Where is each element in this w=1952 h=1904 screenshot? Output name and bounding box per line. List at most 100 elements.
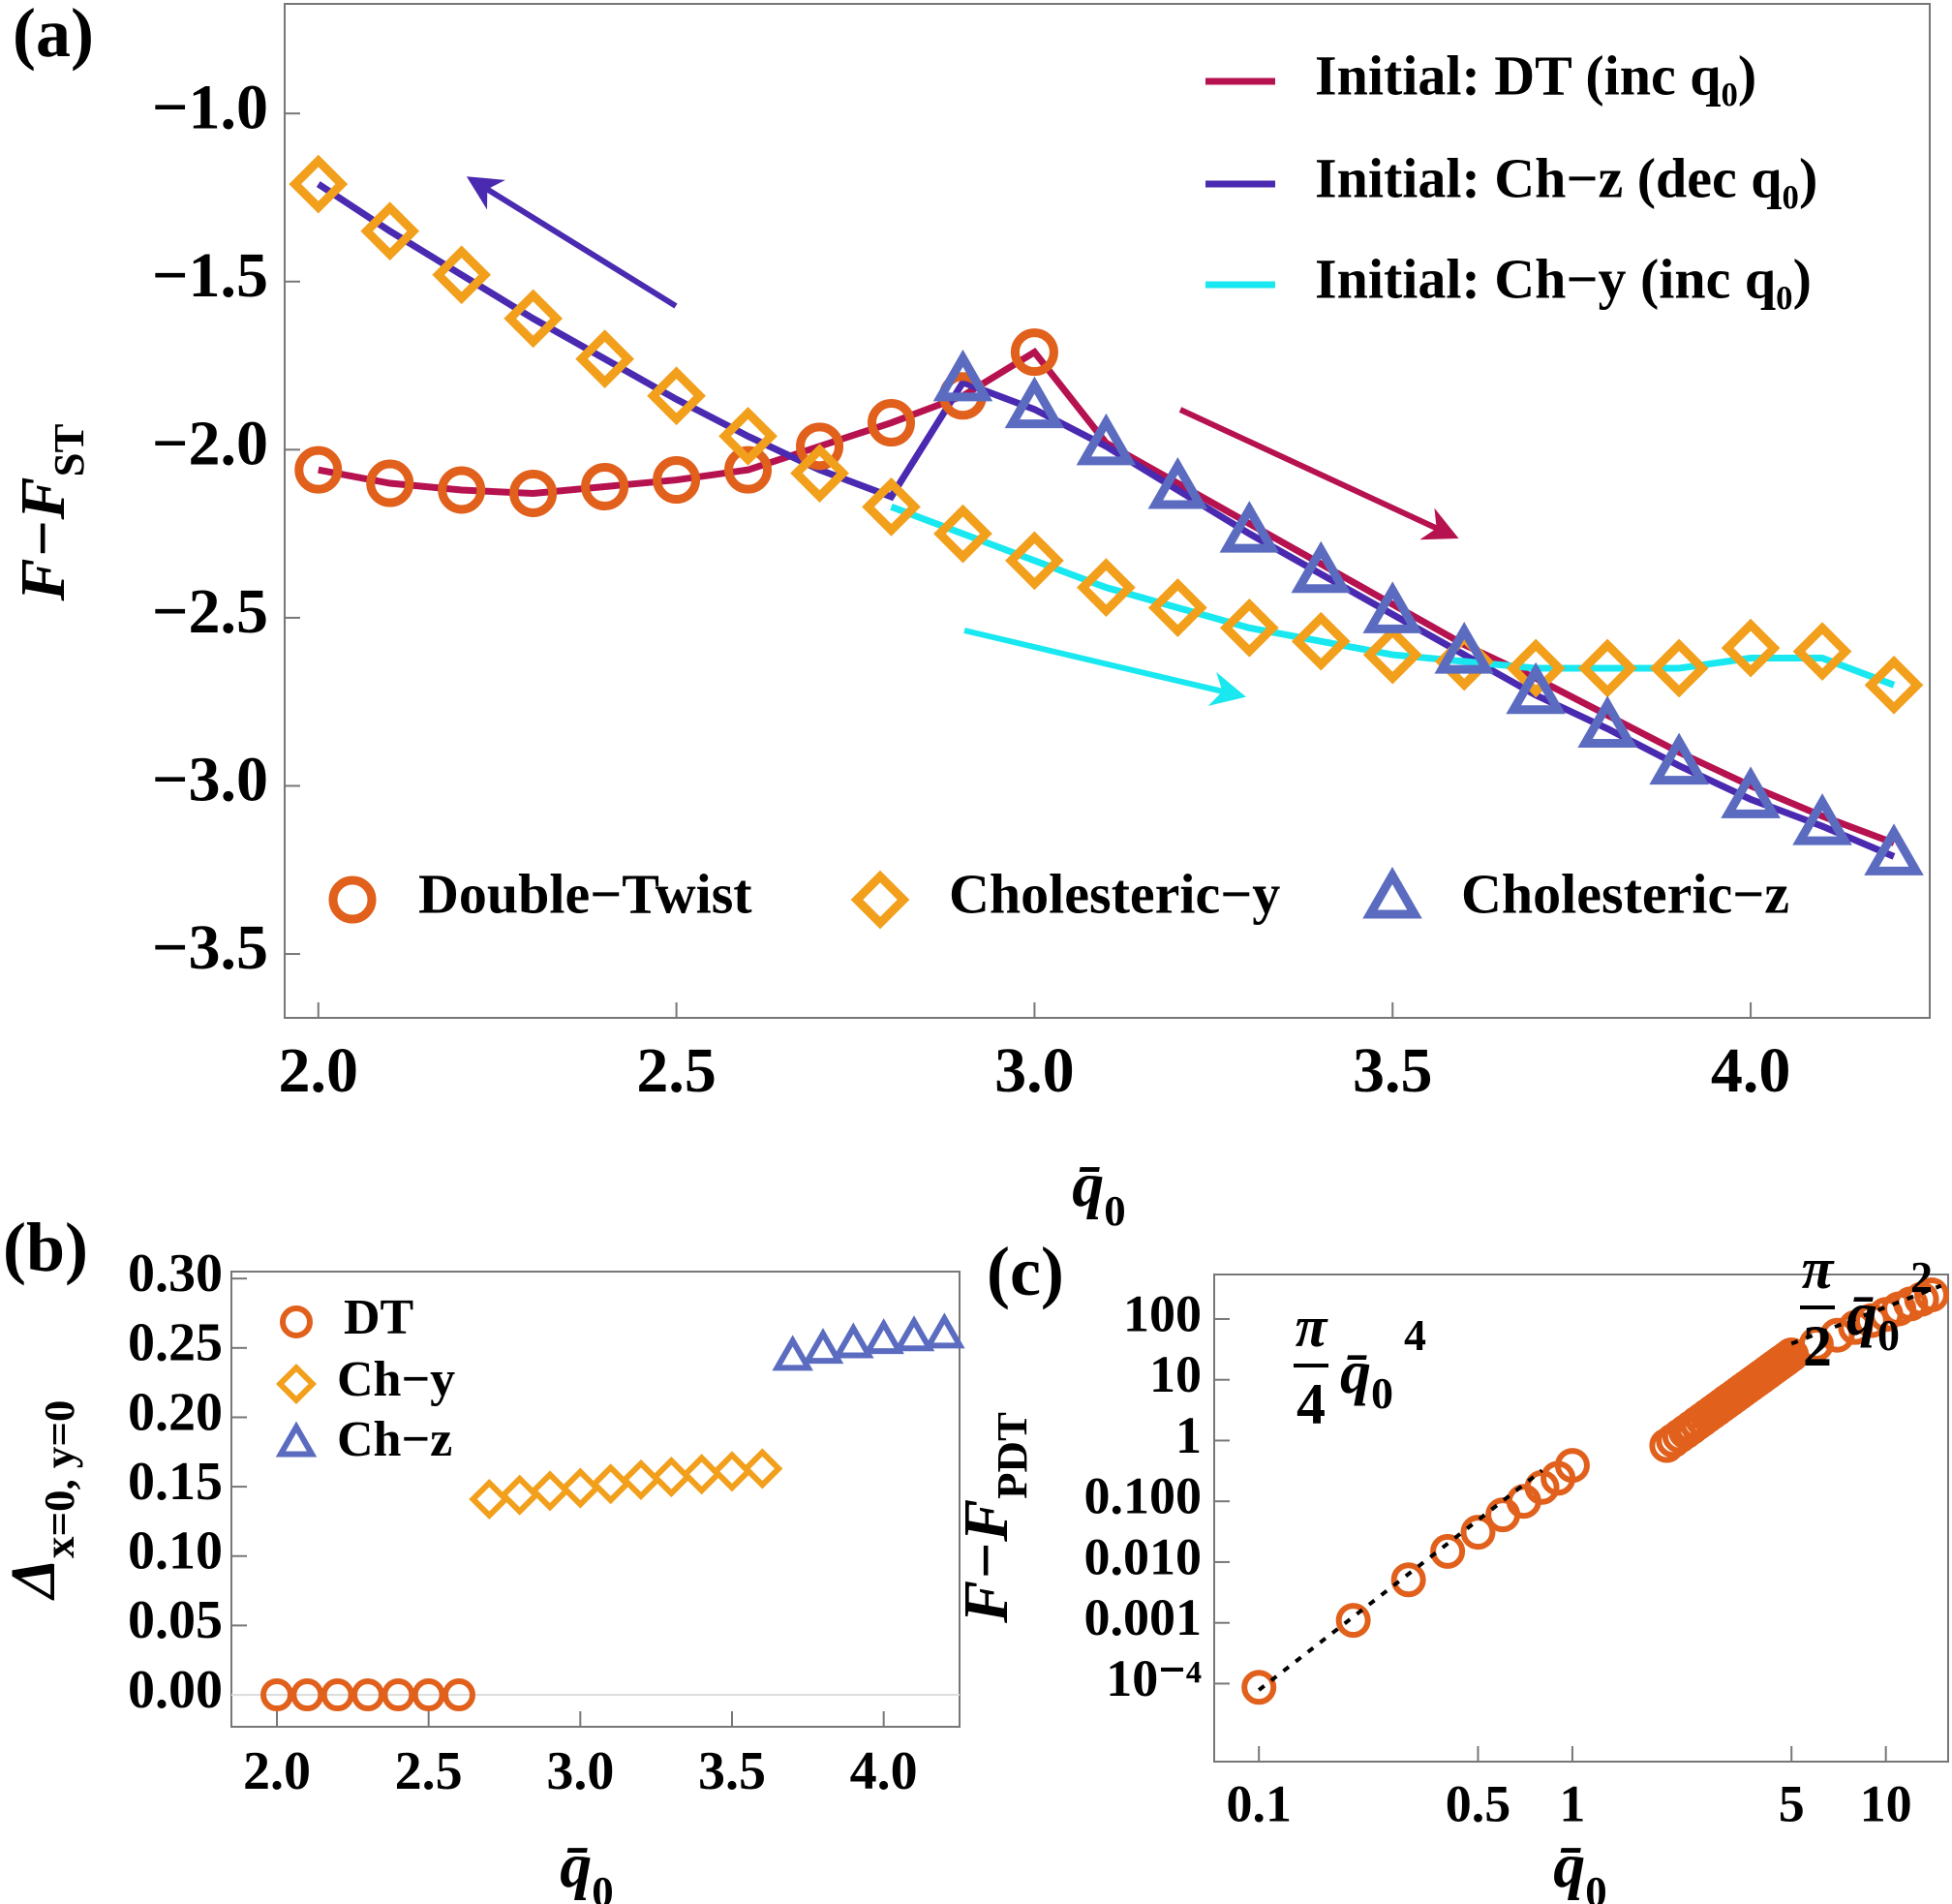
x-tick-label: 3.5 — [1353, 1035, 1433, 1106]
legend-marker — [275, 1421, 318, 1458]
data-point — [1506, 661, 1566, 715]
data-point — [1649, 732, 1709, 785]
data-point — [289, 154, 349, 214]
data-point — [742, 1448, 783, 1489]
label-sub: 0 — [592, 1867, 613, 1904]
data-point — [802, 1328, 844, 1365]
series-line — [890, 504, 1896, 689]
label-main: F−F — [8, 476, 78, 601]
label-main: Δ — [0, 1558, 69, 1601]
legend-marker — [1362, 866, 1422, 919]
data-point — [560, 1467, 601, 1509]
y-tick-label: 100 — [1123, 1284, 1202, 1342]
y-tick-label: 0.100 — [1084, 1467, 1203, 1525]
data-point — [1147, 456, 1208, 509]
panel-label: (a) — [13, 0, 94, 72]
label-main: q̄ — [1553, 1830, 1585, 1901]
data-point — [503, 289, 564, 349]
annotation-den: 4 — [1296, 1372, 1326, 1436]
data-point — [1792, 793, 1852, 845]
term-sub: 0 — [1371, 1368, 1393, 1418]
annotation-den: 2 — [1803, 1314, 1832, 1378]
axis-label: q̄0 — [1553, 1830, 1606, 1904]
data-point — [724, 445, 773, 494]
axis-label: q̄0 — [560, 1830, 613, 1904]
axis-label: Δx=0, y=0 — [0, 1400, 83, 1602]
data-point — [1076, 413, 1137, 466]
data-point — [1838, 1309, 1874, 1345]
data-point — [290, 1678, 324, 1712]
y-tick-label: 0.010 — [1084, 1527, 1203, 1585]
y-tick-label: 0.15 — [128, 1452, 223, 1512]
data-point — [1460, 1515, 1496, 1551]
data-point — [718, 407, 778, 466]
data-point — [1819, 1317, 1855, 1353]
data-point — [1798, 1326, 1834, 1362]
term-sub: 0 — [1877, 1310, 1900, 1360]
y-tick-label: 0.00 — [128, 1660, 223, 1720]
data-point — [575, 329, 634, 388]
data-point — [647, 366, 706, 426]
data-point — [1219, 598, 1279, 658]
y-tick-label: 1 — [1175, 1406, 1202, 1464]
data-point — [1219, 501, 1280, 553]
data-point — [509, 469, 558, 517]
data-point — [653, 456, 701, 505]
y-tick-label: 0.10 — [128, 1521, 223, 1582]
arrow — [466, 176, 678, 309]
legend-text: Ch−z — [337, 1412, 452, 1467]
data-point — [438, 466, 486, 514]
legend-text: Initial: DT (inc q₀) — [1315, 44, 1756, 107]
data-point — [833, 1322, 874, 1359]
y-tick-label: 0.20 — [128, 1382, 223, 1442]
y-tick-label: 10⁻⁴ — [1106, 1649, 1202, 1707]
y-tick-label: −3.0 — [152, 745, 268, 815]
data-point — [1077, 558, 1136, 618]
data-point — [1864, 655, 1924, 715]
data-point — [1390, 1562, 1426, 1598]
data-point — [1913, 1276, 1949, 1312]
data-point — [620, 1459, 662, 1500]
y-tick-label: 0.001 — [1084, 1588, 1203, 1646]
data-point — [933, 504, 992, 564]
data-point — [294, 445, 343, 494]
x-tick-label: 2.5 — [636, 1035, 717, 1106]
data-point — [581, 463, 629, 511]
data-point — [412, 1678, 445, 1712]
data-point — [924, 1312, 965, 1349]
y-tick-label: 0.25 — [128, 1313, 223, 1373]
legend-text: Ch−y — [337, 1352, 455, 1407]
label-main: q̄ — [560, 1830, 592, 1901]
legend-text: Double−Twist — [418, 862, 752, 925]
y-tick-label: 10 — [1149, 1345, 1202, 1403]
arrow — [1178, 407, 1459, 540]
y-tick-label: −1.5 — [152, 240, 268, 311]
axis-label: F−FST — [8, 423, 93, 601]
data-point — [442, 1678, 475, 1712]
x-tick-label: 2.5 — [395, 1741, 463, 1801]
axis-label: F−FPDT — [951, 1412, 1036, 1624]
y-tick-label: −2.5 — [152, 576, 268, 647]
annotation-num: π — [1296, 1295, 1329, 1359]
label-sub: ST — [45, 423, 93, 476]
data-point — [432, 245, 492, 305]
legend-text: Initial: Ch−z (dec q₀) — [1315, 146, 1817, 209]
legend-text: Cholesteric−z — [1461, 862, 1789, 925]
data-point — [529, 1470, 571, 1512]
plot-frame — [1213, 1274, 1949, 1763]
annotation-num: π — [1802, 1237, 1836, 1301]
label-sub: x=0, y=0 — [35, 1400, 83, 1558]
data-point — [1721, 618, 1781, 678]
x-tick-label: 0.5 — [1446, 1774, 1511, 1832]
data-point — [351, 1678, 384, 1712]
x-tick-label: 4.0 — [850, 1741, 918, 1801]
plot-frame — [284, 3, 1931, 1019]
label-sub: 0 — [1104, 1186, 1125, 1235]
term-main: q̄ — [1340, 1337, 1371, 1406]
arrow — [963, 628, 1247, 706]
data-point — [499, 1474, 540, 1516]
y-tick-label: 0.05 — [128, 1590, 223, 1650]
annotation-sup: 2 — [1910, 1252, 1933, 1302]
label-sub: 0 — [1585, 1867, 1606, 1904]
